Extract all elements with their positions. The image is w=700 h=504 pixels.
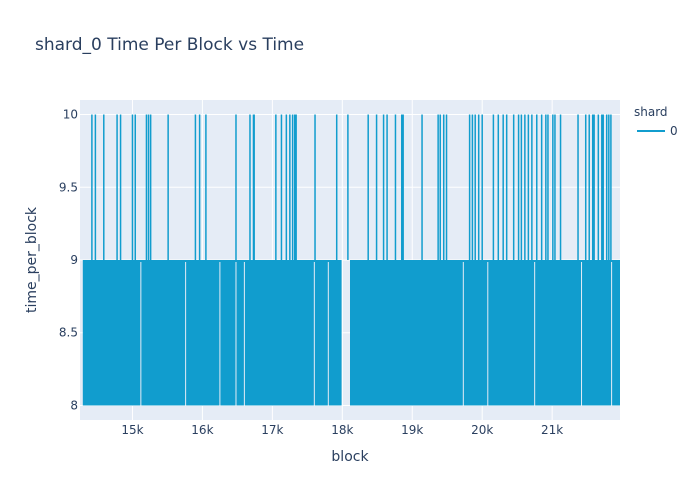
series-0-band-1 (350, 260, 620, 406)
y-tick-label: 8 (70, 398, 78, 412)
x-tick-label: 16k (191, 423, 213, 437)
x-tick-label: 21k (541, 423, 563, 437)
y-axis-label: time_per_block (24, 206, 40, 313)
y-tick-label: 9.5 (59, 180, 78, 194)
legend-title: shard (634, 105, 668, 119)
series-0-trace (82, 114, 620, 406)
y-tick-label: 9 (70, 253, 78, 267)
y-tick-label: 8.5 (59, 326, 78, 340)
series-0-band-0 (82, 260, 342, 406)
x-tick-label: 20k (471, 423, 493, 437)
legend-series-0-label: 0 (670, 124, 678, 138)
y-tick-label: 10 (63, 108, 78, 122)
x-tick-label: 18k (331, 423, 353, 437)
x-tick-label: 17k (261, 423, 283, 437)
x-axis-ticks: 15k 16k 17k 18k 19k 20k 21k (121, 423, 563, 437)
x-tick-label: 19k (401, 423, 423, 437)
x-tick-label: 15k (121, 423, 143, 437)
chart-title: shard_0 Time Per Block vs Time (35, 35, 304, 55)
x-axis-label: block (331, 449, 369, 465)
legend[interactable]: shard 0 (634, 105, 678, 138)
y-axis-ticks: 8 8.5 9 9.5 10 (59, 108, 78, 413)
